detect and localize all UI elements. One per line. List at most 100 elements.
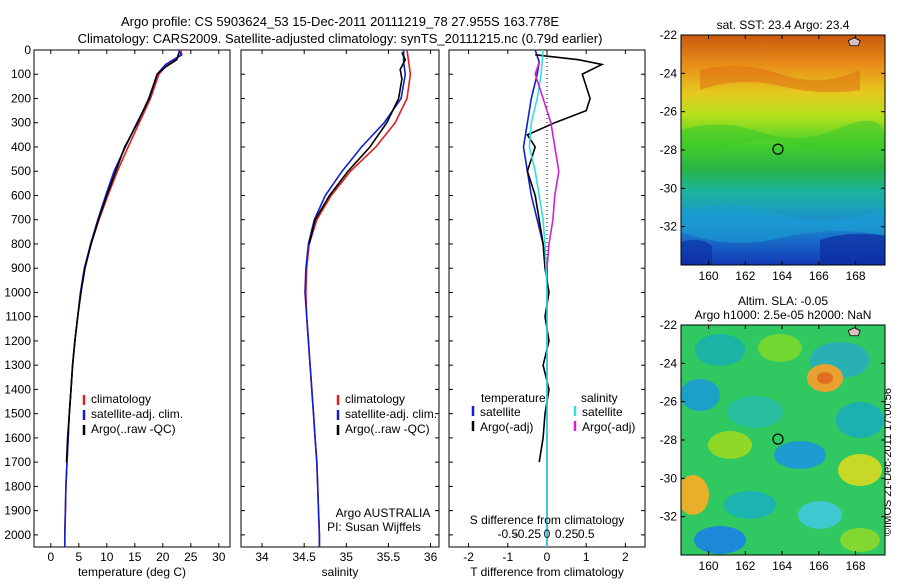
y-tick-label: -24 [660, 66, 678, 80]
x-tick-label: 166 [809, 269, 829, 283]
profile-panel-3: -2 -1 0 1 2T difference from climatology temp… [448, 49, 646, 579]
y-tick-label: 800 [11, 237, 31, 251]
y-tick-label: -32 [660, 510, 678, 524]
x-tick-label: 25 [184, 550, 198, 564]
y-tick-label: -26 [660, 105, 678, 119]
argo-owner-annotation: Argo AUSTRALIA [336, 506, 431, 520]
x-tick-label: 20 [156, 550, 170, 564]
y-tick-label: 1800 [4, 479, 31, 493]
x-tick-label: 10 [100, 550, 114, 564]
x-axis-label: temperature (deg C) [78, 565, 186, 579]
x-tick-label: 0 [47, 550, 54, 564]
y-tick-label: 1300 [4, 358, 31, 372]
y-tick-label: 1700 [4, 455, 31, 469]
argo-position-marker [772, 143, 784, 155]
argo-position-marker [772, 433, 784, 445]
x-axis-label: salinity [322, 565, 359, 579]
series-line-argo-raw-qc- [308, 52, 407, 245]
legend-label: satellite-adj. clim. [91, 407, 183, 421]
y-tick-label: 100 [11, 67, 31, 81]
figure-title-line2: Climatology: CARS2009. Satellite-adjuste… [78, 31, 603, 46]
y-tick-label: 200 [11, 91, 31, 105]
series-line-satellite-adj-clim- [304, 50, 407, 547]
x-tick-label: 30 [212, 550, 226, 564]
series-lines [522, 49, 605, 547]
y-tick-label: 1200 [4, 334, 31, 348]
y-tick-label: 300 [11, 116, 31, 130]
legend-label: Argo(..raw -QC) [345, 422, 430, 436]
legend-label: satellite [582, 405, 623, 419]
island-shape [847, 327, 861, 337]
x-tick-label: -1 [502, 550, 513, 564]
figure-title-line1: Argo profile: CS 5903624_53 15-Dec-2011 … [121, 14, 559, 29]
series-lines [64, 49, 183, 547]
series-line-t-argo-adj- [526, 54, 605, 463]
y-tick-label: 1600 [4, 431, 31, 445]
x-tick-label: 168 [846, 269, 866, 283]
y-tick-label: 900 [11, 261, 31, 275]
legend-label: climatology [91, 392, 151, 406]
x-tick-label: 160 [699, 559, 719, 573]
island-shape [847, 37, 861, 47]
y-tick-label: -28 [660, 143, 678, 157]
y-tick-label: -26 [660, 395, 678, 409]
y-tick-label: 1000 [4, 285, 31, 299]
x-tick-label: 164 [772, 269, 792, 283]
x-tick-label: -2 [463, 550, 474, 564]
x-tick-label: 35 [340, 550, 354, 564]
x-tick-label: 36 [424, 550, 438, 564]
y-tick-label: 1500 [4, 407, 31, 421]
x-tick-label: 162 [735, 269, 755, 283]
x-axis-label: T difference from climatology [470, 565, 624, 579]
y-tick-label: -32 [660, 220, 678, 234]
s-diff-tick-label: -0.25 [514, 527, 542, 541]
x-tick-label: 160 [699, 269, 719, 283]
y-tick-label: -28 [660, 433, 678, 447]
y-tick-label: 1400 [4, 382, 31, 396]
s-diff-tick-label: 0.5 [578, 527, 595, 541]
x-tick-label: 162 [735, 559, 755, 573]
series-line-argo-raw-qc- [65, 52, 180, 463]
s-diff-tick-label: -0.5 [497, 527, 518, 541]
legend-label: Argo(..raw -QC) [91, 422, 176, 436]
series-line-s-argo-adj- [534, 61, 560, 269]
plot-frame [33, 49, 231, 548]
y-tick-label: -30 [660, 181, 678, 195]
map-title: sat. SST: 23.4 Argo: 23.4 [717, 18, 850, 32]
x-tick-label: 2 [622, 550, 629, 564]
y-tick-label: 0 [24, 43, 31, 57]
x-tick-label: 164 [772, 559, 792, 573]
x-tick-label: 168 [846, 559, 866, 573]
argo-pi-annotation: PI: Susan Wijffels [327, 520, 421, 534]
legend-label: climatology [345, 392, 405, 406]
y-tick-label: 1900 [4, 504, 31, 518]
y-tick-label: 600 [11, 188, 31, 202]
legend-label: satellite-adj. clim. [345, 407, 437, 421]
map-title: Altim. SLA: -0.05 [738, 294, 828, 308]
legend-label: Argo(-adj) [582, 420, 635, 434]
map-subtitle: Argo h1000: 2.5e-05 h2000: NaN [695, 308, 872, 322]
x-tick-label: 35.5 [377, 550, 401, 564]
x-tick-label: 34 [255, 550, 269, 564]
profile-panel-1: 0 5 10 15 20 25 300100200300400500600700800900… [4, 43, 231, 579]
map-panel-2: 160 162 164 166 168 -22 -24 -26 -28 -30 -32 Altim. … [660, 294, 886, 573]
y-tick-label: 1100 [5, 310, 31, 324]
y-tick-label: 500 [11, 164, 31, 178]
x-tick-label: 166 [809, 559, 829, 573]
s-diff-axis-label: S difference from climatology [470, 513, 625, 527]
y-tick-label: -30 [660, 471, 678, 485]
y-tick-label: -22 [660, 28, 678, 42]
s-diff-tick-label: 0.25 [555, 527, 579, 541]
profile-panel-2: 34 34.5 35 35.5 36 salinity climatologysatelli… [240, 49, 440, 579]
legend-label: satellite [480, 405, 521, 419]
sla-heatmap-field [681, 325, 885, 555]
x-tick-label: 0 [544, 550, 551, 564]
s-diff-tick-label: 0 [544, 527, 551, 541]
x-tick-label: 34.5 [293, 550, 317, 564]
series-lines [304, 49, 412, 547]
x-tick-label: 1 [583, 550, 590, 564]
series-line-s-satellite [528, 49, 548, 547]
legend-header-temperature: temperature [481, 391, 546, 405]
